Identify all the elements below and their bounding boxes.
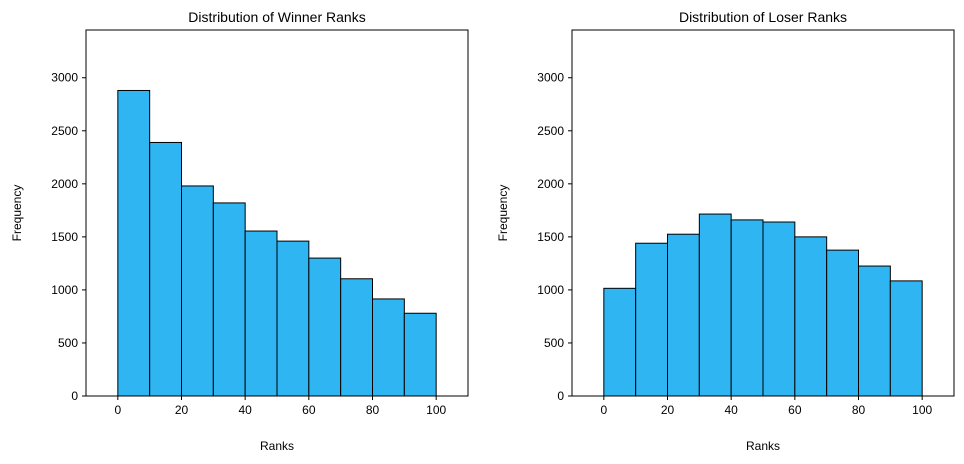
x-ticks: 0 20 40 60 80 100 bbox=[114, 396, 446, 417]
x-tick-label: 0 bbox=[600, 403, 607, 417]
histogram-bar bbox=[340, 278, 373, 397]
x-axis-label: Ranks bbox=[746, 439, 780, 453]
x-tick-label: 40 bbox=[238, 403, 252, 417]
x-ticks: 0 20 40 60 80 100 bbox=[600, 396, 932, 417]
y-tick-label: 0 bbox=[71, 389, 78, 403]
y-axis-label: Frequency bbox=[496, 185, 510, 242]
histogram-bar bbox=[730, 219, 764, 397]
y-tick-label: 2000 bbox=[51, 177, 78, 191]
histogram-bar bbox=[667, 233, 700, 397]
y-tick-label: 1000 bbox=[537, 283, 564, 297]
histogram-bar bbox=[181, 185, 214, 397]
histogram-bar bbox=[308, 257, 342, 397]
histogram-bar bbox=[372, 298, 405, 397]
bars bbox=[117, 89, 437, 397]
histogram-bar bbox=[826, 249, 860, 397]
chart-title: Distribution of Winner Ranks bbox=[188, 9, 365, 25]
x-tick-label: 80 bbox=[366, 403, 380, 417]
histogram-bar bbox=[698, 213, 732, 397]
x-tick-label: 80 bbox=[852, 403, 866, 417]
plot-frame bbox=[85, 29, 469, 397]
winner-ranks-histogram: Distribution of Winner Ranks Ranks Frequ… bbox=[10, 9, 469, 453]
x-tick-label: 20 bbox=[175, 403, 189, 417]
histogram-bar bbox=[149, 141, 183, 397]
y-tick-label: 1500 bbox=[537, 230, 564, 244]
y-ticks: 0 500 1000 1500 2000 2500 3000 bbox=[537, 71, 572, 403]
x-tick-label: 60 bbox=[788, 403, 802, 417]
x-tick-label: 60 bbox=[302, 403, 316, 417]
plot-frame bbox=[571, 29, 955, 397]
histogram-bar bbox=[403, 312, 437, 397]
y-tick-label: 1000 bbox=[51, 283, 78, 297]
y-tick-label: 500 bbox=[58, 336, 78, 350]
histogram-bar bbox=[794, 236, 828, 397]
histogram-bar bbox=[889, 280, 923, 397]
y-tick-label: 3000 bbox=[537, 71, 564, 85]
y-axis-label: Frequency bbox=[10, 185, 24, 242]
y-tick-label: 3000 bbox=[51, 71, 78, 85]
histogram-bar bbox=[244, 230, 278, 397]
x-tick-label: 0 bbox=[114, 403, 121, 417]
x-tick-label: 40 bbox=[724, 403, 738, 417]
histogram-bar bbox=[603, 287, 637, 397]
loser-ranks-histogram: Distribution of Loser Ranks Ranks Freque… bbox=[496, 9, 955, 453]
y-ticks: 0 500 1000 1500 2000 2500 3000 bbox=[51, 71, 86, 403]
x-tick-label: 100 bbox=[426, 403, 446, 417]
histogram-bar bbox=[117, 89, 151, 397]
y-tick-label: 500 bbox=[544, 336, 564, 350]
histogram-bar bbox=[276, 240, 310, 397]
y-tick-label: 0 bbox=[557, 389, 564, 403]
chart-title: Distribution of Loser Ranks bbox=[679, 9, 847, 25]
bars bbox=[603, 213, 923, 397]
histogram-bar bbox=[762, 221, 796, 397]
y-tick-label: 2500 bbox=[537, 124, 564, 138]
histogram-bar bbox=[212, 202, 246, 397]
y-tick-label: 1500 bbox=[51, 230, 78, 244]
x-tick-label: 100 bbox=[912, 403, 932, 417]
x-axis-label: Ranks bbox=[260, 439, 294, 453]
x-tick-label: 20 bbox=[661, 403, 675, 417]
histogram-bar bbox=[635, 242, 669, 397]
y-tick-label: 2500 bbox=[51, 124, 78, 138]
y-tick-label: 2000 bbox=[537, 177, 564, 191]
histogram-bar bbox=[858, 265, 891, 397]
